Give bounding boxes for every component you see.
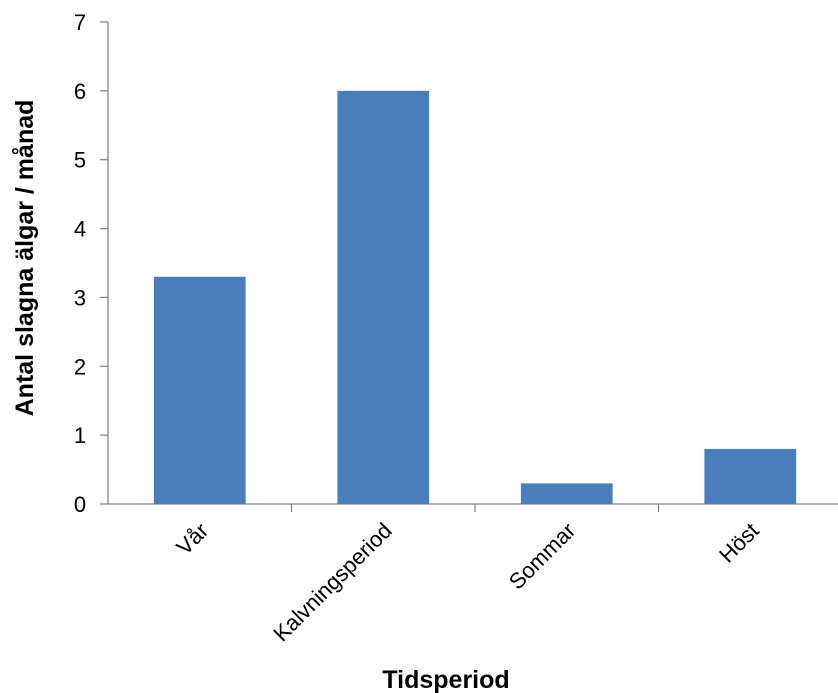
x-tick-label: Sommar xyxy=(504,518,580,594)
y-tick-label: 1 xyxy=(74,423,86,448)
y-tick-label: 2 xyxy=(74,354,86,379)
x-tick-label: Kalvningsperiod xyxy=(268,518,396,646)
bar xyxy=(337,90,430,504)
y-tick-label: 5 xyxy=(74,148,86,173)
y-tick-label: 3 xyxy=(74,285,86,310)
y-tick-label: 4 xyxy=(74,217,86,242)
bar xyxy=(704,448,797,504)
y-tick-label: 7 xyxy=(74,10,86,35)
y-tick-label: 0 xyxy=(74,492,86,517)
x-tick-label: Höst xyxy=(714,518,764,568)
bars xyxy=(153,90,797,504)
x-axis-title: Tidsperiod xyxy=(382,666,509,693)
x-tick-label: Vår xyxy=(171,518,213,560)
y-tick-label: 6 xyxy=(74,79,86,104)
y-axis: 0 1 2 3 4 5 6 7 xyxy=(74,10,109,517)
y-axis-title: Antal slagna älgar / månad xyxy=(11,100,39,417)
bar xyxy=(153,276,246,504)
bar xyxy=(520,483,613,504)
x-tick-labels: Vår Kalvningsperiod Sommar Höst xyxy=(171,518,763,646)
x-axis xyxy=(108,503,838,512)
